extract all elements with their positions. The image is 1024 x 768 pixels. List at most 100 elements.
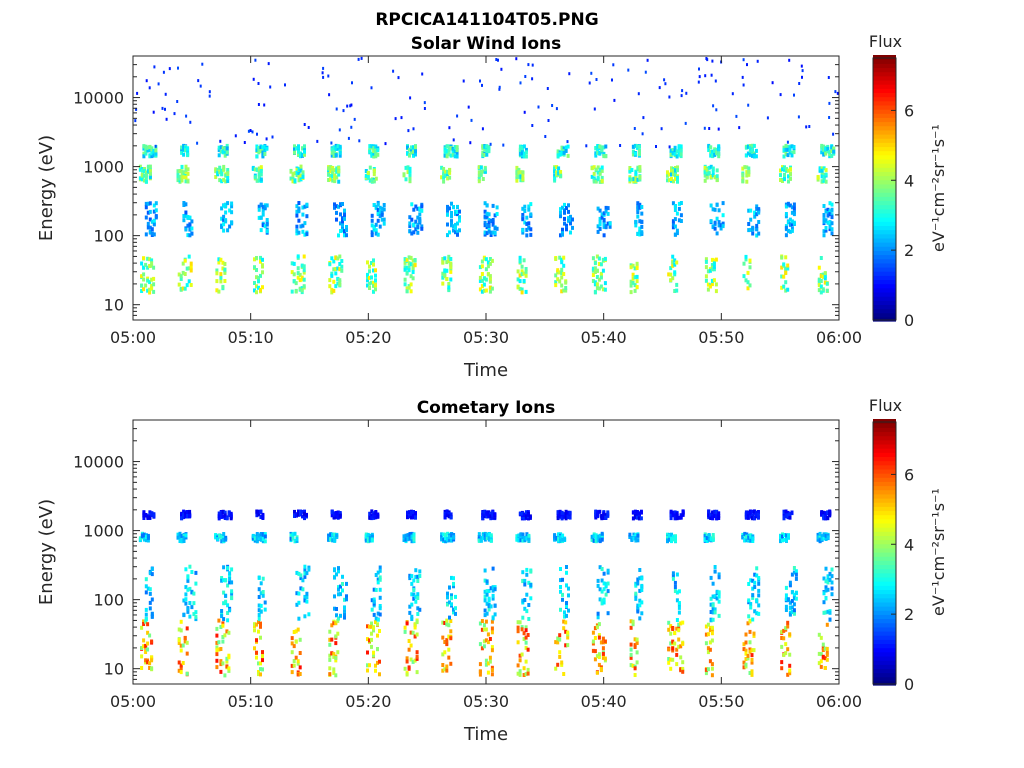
cell xyxy=(673,232,677,237)
cell xyxy=(717,154,721,159)
cell xyxy=(830,154,834,158)
cell xyxy=(441,281,445,286)
cell xyxy=(179,666,183,671)
cell xyxy=(631,272,635,277)
cell xyxy=(523,110,526,114)
cell xyxy=(259,228,263,233)
cell xyxy=(337,172,341,177)
cell xyxy=(784,604,788,609)
cell xyxy=(144,283,148,288)
cell xyxy=(792,596,796,601)
cell xyxy=(462,79,465,83)
cell xyxy=(226,171,230,176)
cell xyxy=(673,585,677,589)
cell xyxy=(456,229,459,234)
cell xyxy=(351,81,353,85)
cell xyxy=(599,667,603,671)
cell xyxy=(336,281,340,286)
cell xyxy=(408,229,412,234)
cell xyxy=(792,220,796,225)
cell xyxy=(445,509,449,514)
cell xyxy=(784,212,788,216)
cell xyxy=(414,511,417,516)
cell xyxy=(407,268,411,273)
cell xyxy=(830,145,834,150)
cell xyxy=(441,275,445,280)
cell xyxy=(303,204,307,209)
cell xyxy=(636,201,640,206)
cell xyxy=(405,258,409,263)
cell xyxy=(708,625,712,630)
cell xyxy=(704,671,708,676)
cell xyxy=(253,257,256,262)
cell xyxy=(307,567,311,572)
cell xyxy=(518,279,522,284)
cell xyxy=(217,511,221,516)
cell xyxy=(407,255,411,260)
cell xyxy=(221,639,225,644)
cell xyxy=(677,201,681,206)
cell xyxy=(594,167,598,172)
cell xyxy=(368,511,372,516)
cell xyxy=(601,640,605,645)
cell xyxy=(564,149,568,153)
cell xyxy=(456,114,459,118)
cell xyxy=(330,287,334,292)
cell xyxy=(366,532,370,537)
cell xyxy=(261,576,265,581)
cell xyxy=(182,535,186,540)
cell xyxy=(150,154,154,159)
cell xyxy=(332,259,336,264)
cell xyxy=(261,667,264,672)
cell xyxy=(523,209,527,213)
cell xyxy=(154,208,158,213)
colorbar-segment xyxy=(873,204,896,210)
cell xyxy=(336,650,340,655)
cell xyxy=(489,538,493,543)
cell xyxy=(746,63,748,67)
cell xyxy=(783,533,786,537)
cell xyxy=(261,270,264,275)
cell xyxy=(820,534,824,539)
cell xyxy=(529,569,533,574)
cell xyxy=(150,258,154,263)
cell xyxy=(368,178,372,183)
cell xyxy=(757,603,761,608)
cell xyxy=(749,602,753,606)
cell xyxy=(135,107,138,111)
cell xyxy=(485,533,489,538)
cell xyxy=(828,571,832,576)
y-tick-label: 10000 xyxy=(73,453,124,472)
cell xyxy=(224,179,228,184)
cell xyxy=(820,166,824,171)
cell xyxy=(519,532,523,537)
cell xyxy=(376,611,380,616)
cell xyxy=(295,537,299,542)
cell xyxy=(565,601,568,605)
cell xyxy=(592,171,596,176)
cell xyxy=(712,261,716,266)
cell xyxy=(148,512,152,517)
cell xyxy=(334,621,338,626)
cell xyxy=(713,175,717,180)
cell xyxy=(567,586,570,591)
cell xyxy=(637,144,641,149)
cell xyxy=(222,532,226,536)
cell xyxy=(755,227,759,232)
cell xyxy=(227,668,231,673)
cell xyxy=(559,567,562,571)
cell xyxy=(370,178,374,183)
colorbar-segment xyxy=(873,510,896,516)
cell xyxy=(666,178,669,183)
cell xyxy=(405,289,409,294)
cell xyxy=(485,611,489,616)
cell xyxy=(214,535,218,540)
cell xyxy=(604,515,608,520)
cell xyxy=(410,539,414,544)
cell xyxy=(215,279,219,284)
cell xyxy=(524,645,528,650)
heatmap-cells xyxy=(134,56,839,295)
cell xyxy=(531,63,534,67)
cell xyxy=(223,633,227,638)
